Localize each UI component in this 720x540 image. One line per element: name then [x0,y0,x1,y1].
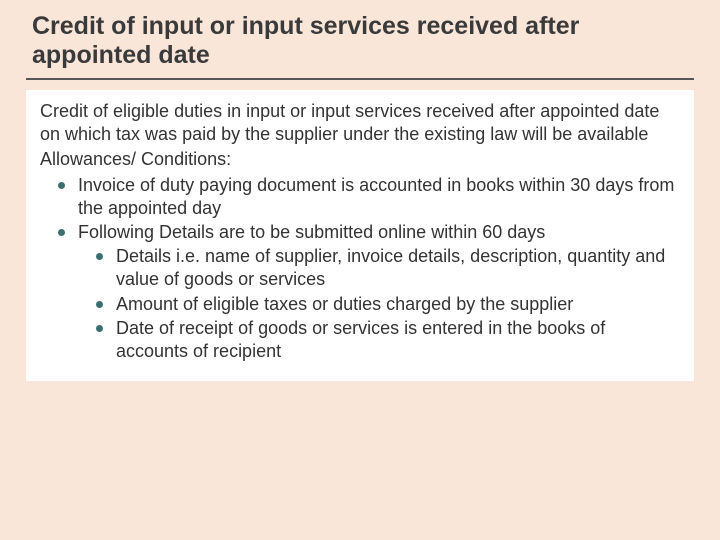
slide-title: Credit of input or input services receiv… [26,12,694,70]
list-item: Date of receipt of goods or services is … [96,317,680,364]
list-item-text: Date of receipt of goods or services is … [116,318,605,361]
bullet-list-level1: Invoice of duty paying document is accou… [40,174,680,364]
intro-text: Credit of eligible duties in input or in… [40,100,680,147]
title-divider [26,78,694,80]
bullet-list-level2: Details i.e. name of supplier, invoice d… [78,245,680,364]
list-item-text: Invoice of duty paying document is accou… [78,175,674,218]
list-item: Invoice of duty paying document is accou… [58,174,680,221]
list-item: Details i.e. name of supplier, invoice d… [96,245,680,292]
list-item-text: Details i.e. name of supplier, invoice d… [116,246,665,289]
list-item-text: Amount of eligible taxes or duties charg… [116,294,573,314]
allowances-label: Allowances/ Conditions: [40,148,680,171]
content-box: Credit of eligible duties in input or in… [26,90,694,381]
list-item-text: Following Details are to be submitted on… [78,222,545,242]
list-item: Following Details are to be submitted on… [58,221,680,363]
list-item: Amount of eligible taxes or duties charg… [96,293,680,316]
